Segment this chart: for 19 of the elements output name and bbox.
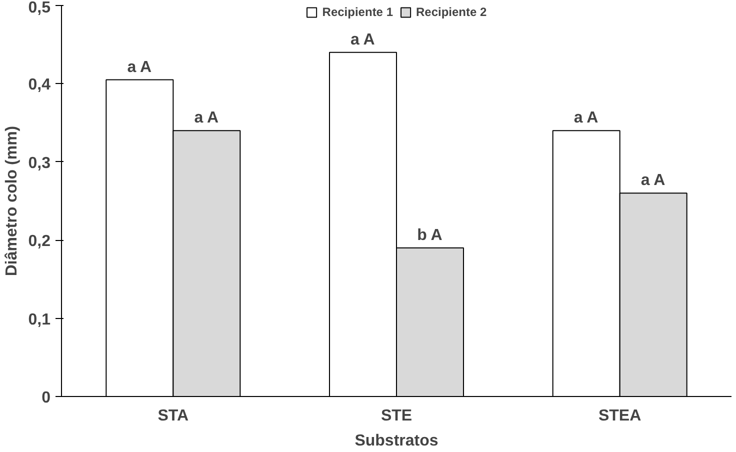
data-label: b A <box>417 226 443 244</box>
y-tick-label: 0,5 <box>28 0 51 16</box>
legend-label: Recipiente 2 <box>416 5 487 19</box>
y-tick-label: 0,4 <box>28 76 51 94</box>
x-tick-label: STEA <box>598 408 642 424</box>
data-label: a A <box>127 58 152 76</box>
y-tick-label: 0,1 <box>28 311 51 328</box>
data-label: a A <box>350 31 376 48</box>
data-label: a A <box>640 172 666 190</box>
legend-label: Recipiente 1 <box>322 5 393 19</box>
data-label: a A <box>574 110 599 127</box>
y-tick-label: 0,2 <box>28 233 51 250</box>
data-label: a A <box>194 110 219 127</box>
x-tick-label: STE <box>380 408 412 424</box>
x-axis-title: Substratos <box>354 432 438 450</box>
y-tick-label: 0 <box>42 390 51 406</box>
x-tick-label: STA <box>158 408 190 424</box>
y-tick-label: 0,3 <box>28 154 51 172</box>
y-axis-title: Diâmetro colo (mm) <box>3 126 20 276</box>
